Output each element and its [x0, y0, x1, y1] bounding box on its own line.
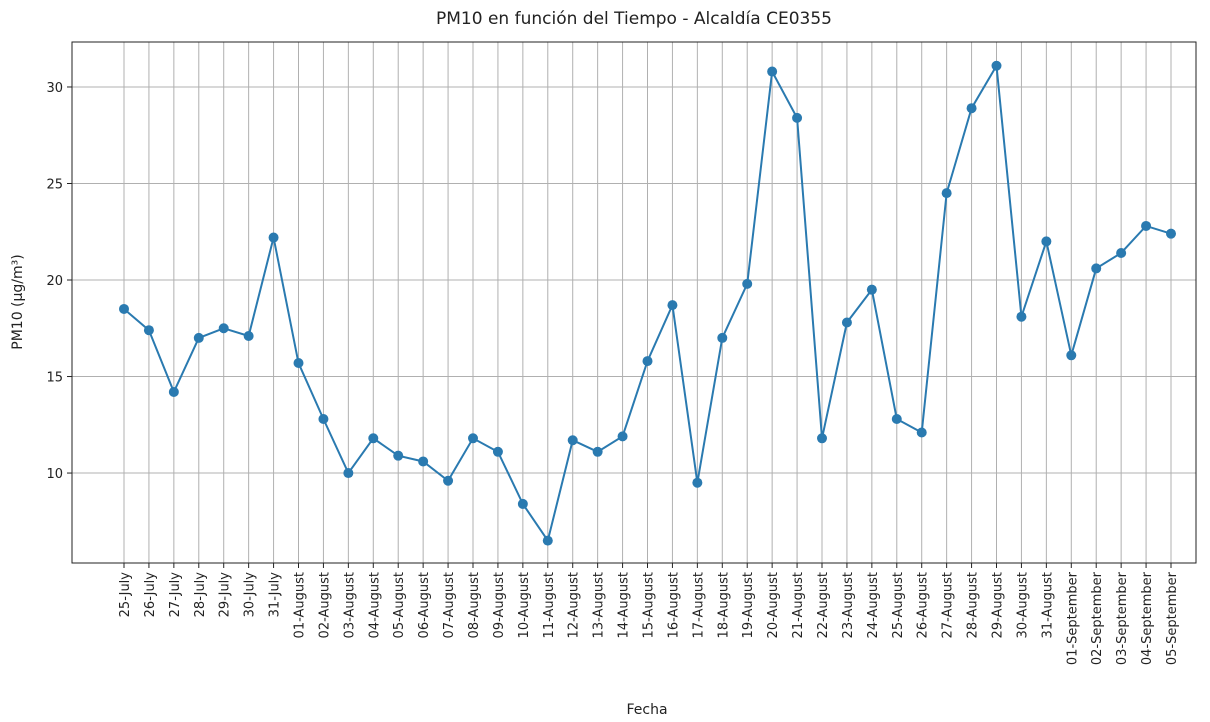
x-tick-label: 25-July — [118, 572, 133, 618]
data-point — [891, 413, 902, 424]
data-point — [817, 433, 827, 444]
x-tick-label: 29-July — [218, 572, 233, 618]
x-tick-label: 24-August — [866, 572, 881, 638]
data-point — [243, 330, 254, 341]
data-point — [916, 427, 927, 438]
x-tick-label: 30-July — [243, 572, 258, 618]
y-tick-label: 15 — [46, 371, 63, 386]
data-point — [642, 356, 653, 367]
x-tick-label: 23-August — [841, 572, 856, 638]
x-tick-label: 31-July — [268, 572, 283, 618]
data-point — [717, 332, 728, 343]
x-tick-label: 26-July — [143, 572, 158, 618]
data-point — [792, 112, 803, 123]
x-tick-label: 01-August — [293, 572, 308, 638]
data-point — [1116, 247, 1127, 258]
data-point — [692, 477, 703, 488]
x-tick-label: 06-August — [417, 572, 432, 638]
x-tick-label: 25-August — [891, 572, 906, 638]
data-point — [941, 188, 952, 199]
x-tick-label: 27-July — [168, 572, 183, 618]
data-point — [592, 446, 603, 457]
data-point — [1166, 228, 1176, 239]
data-point — [991, 60, 1002, 71]
x-tick-label: 04-August — [367, 572, 382, 638]
x-axis-label: Fecha — [626, 702, 667, 718]
data-point — [368, 433, 379, 444]
x-tick-label: 05-September — [1165, 571, 1180, 665]
x-tick-label: 29-August — [991, 572, 1006, 638]
y-tick-label: 30 — [46, 81, 63, 96]
data-point — [866, 284, 877, 295]
plot-frame — [71, 41, 1197, 564]
data-point — [1141, 220, 1152, 231]
data-point — [393, 450, 404, 461]
x-tick-label: 28-July — [193, 572, 208, 618]
x-tick-label: 02-September — [1090, 571, 1105, 665]
y-axis-label: PM10 (µg/m³) — [10, 254, 26, 349]
x-tick-label: 02-August — [317, 572, 332, 638]
y-tick-label: 10 — [46, 467, 63, 482]
data-point — [492, 446, 503, 457]
x-tick-label: 08-August — [467, 572, 482, 638]
data-point — [1016, 311, 1027, 322]
x-tick-label: 19-August — [741, 572, 756, 638]
x-tick-label: 17-August — [691, 572, 706, 638]
x-tick-label: 26-August — [916, 572, 931, 638]
x-tick-label: 03-August — [342, 572, 357, 638]
data-point — [617, 431, 628, 442]
data-point — [567, 435, 578, 446]
data-point — [966, 103, 977, 114]
data-point — [443, 475, 454, 486]
data-point — [318, 413, 329, 424]
x-tick-label: 14-August — [617, 572, 632, 638]
x-tick-label: 04-September — [1140, 571, 1155, 665]
data-point — [468, 433, 478, 444]
chart-title: PM10 en función del Tiempo - Alcaldía CE… — [436, 9, 832, 29]
data-point — [517, 498, 528, 509]
data-point — [193, 332, 204, 343]
data-point — [218, 323, 229, 334]
data-point — [767, 66, 778, 77]
data-point — [667, 300, 678, 311]
x-tick-label: 22-August — [816, 572, 831, 638]
x-tick-label: 16-August — [666, 572, 681, 638]
data-point — [119, 303, 129, 314]
x-tick-label: 09-August — [492, 572, 507, 638]
y-tick-label: 20 — [46, 274, 63, 289]
x-tick-label: 30-August — [1015, 572, 1030, 638]
data-point — [1041, 236, 1052, 247]
x-tick-label: 11-August — [542, 572, 557, 638]
x-tick-label: 05-August — [392, 572, 407, 638]
x-tick-label: 07-August — [442, 572, 457, 638]
data-point — [841, 317, 852, 328]
x-tick-label: 27-August — [941, 572, 956, 638]
data-point — [143, 325, 154, 336]
data-point — [343, 468, 354, 479]
data-point — [168, 386, 179, 397]
data-point — [542, 535, 553, 546]
x-tick-label: 12-August — [567, 572, 582, 638]
x-tick-label: 03-September — [1115, 571, 1130, 665]
data-point — [1066, 350, 1077, 361]
x-tick-label: 28-August — [966, 572, 981, 638]
data-point — [268, 232, 279, 243]
x-tick-label: 18-August — [716, 572, 731, 638]
x-tick-label: 20-August — [766, 572, 781, 638]
x-tick-label: 21-August — [791, 572, 806, 638]
x-tick-label: 13-August — [592, 572, 607, 638]
y-tick-label: 25 — [46, 177, 63, 192]
data-point — [418, 456, 429, 467]
x-tick-label: 31-August — [1040, 572, 1055, 638]
data-point — [293, 358, 304, 369]
x-tick-label: 10-August — [517, 572, 532, 638]
x-tick-label: 01-September — [1065, 571, 1080, 665]
x-tick-label: 15-August — [642, 572, 657, 638]
data-point — [1091, 263, 1102, 274]
data-point — [742, 278, 753, 289]
